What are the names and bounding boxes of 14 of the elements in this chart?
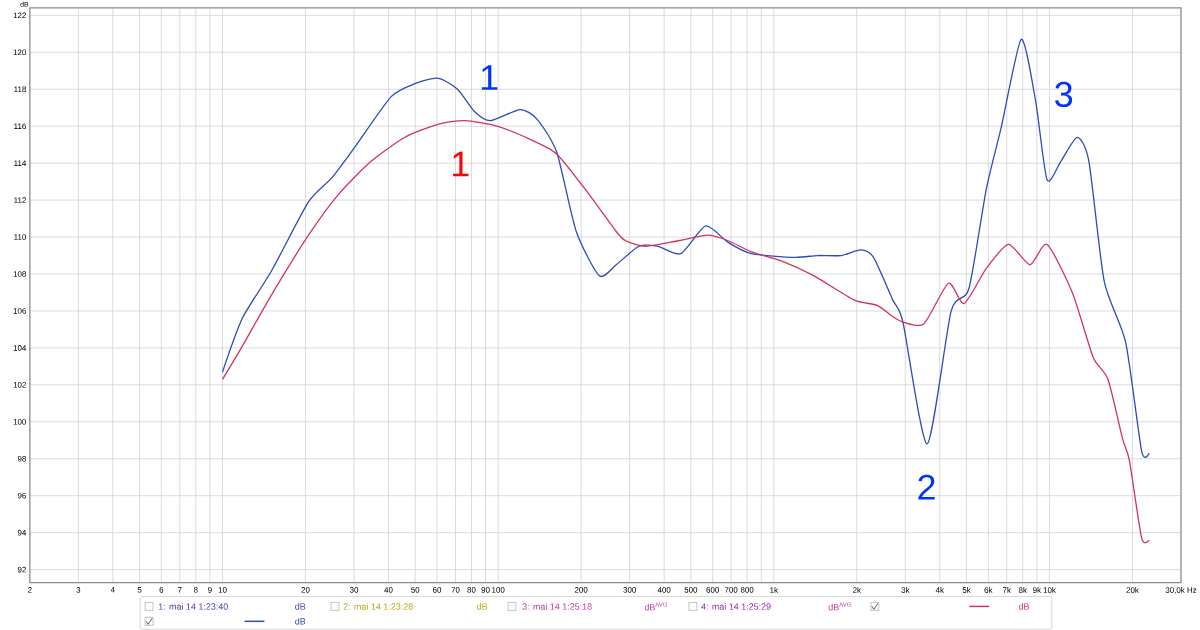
text: 4: mai 14 1:25:29: [701, 602, 771, 610]
annotation: 2: [918, 474, 935, 500]
text: dB: [295, 602, 306, 610]
text: 2: mai 14 1:23:28: [343, 602, 413, 610]
annotation: 3: [1055, 81, 1073, 107]
annotation: 1: [481, 65, 498, 90]
text: dB$^{AVG}$: [828, 602, 851, 611]
text: dB: [477, 602, 488, 610]
text: 1: mai 14 1:23:40: [158, 602, 228, 610]
text: dB$^{AVG}$: [644, 602, 667, 611]
text: dB: [1018, 602, 1029, 610]
text: 3: mai 14 1:25:18: [522, 602, 592, 610]
text: dB: [295, 617, 306, 625]
annotation: 1: [453, 151, 469, 177]
